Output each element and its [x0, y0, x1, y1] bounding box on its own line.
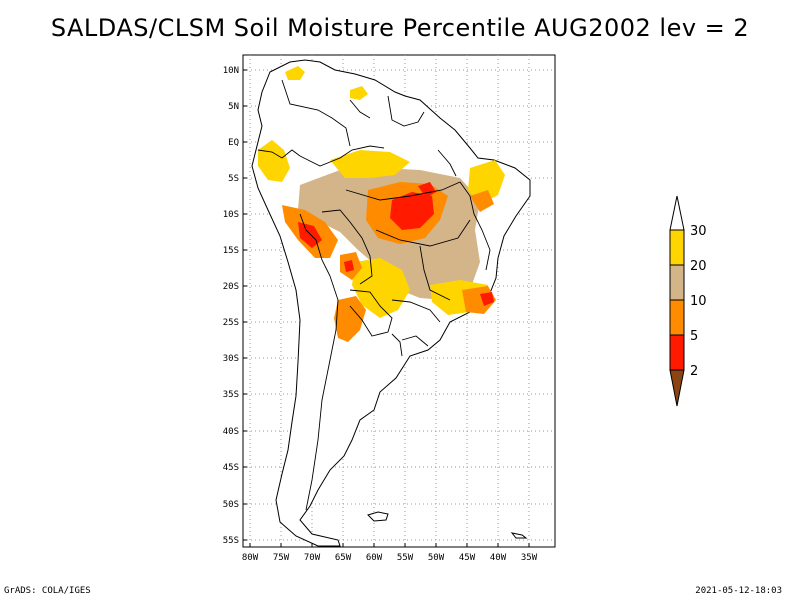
- lon-tick-label: 60W: [366, 553, 383, 563]
- latitude-labels: 10N 5N EQ 5S 10S 15S 20S 25S 30S 35S 40S 45S 50S 55S: [223, 66, 247, 546]
- lon-tick-label: 80W: [242, 553, 259, 563]
- shade-region-yellow-south: [352, 258, 410, 318]
- country-borders: [257, 79, 491, 511]
- lat-tick-label: 20S: [223, 282, 239, 292]
- border-brazil-states-1: [345, 181, 461, 201]
- border-paraguay: [349, 289, 393, 337]
- border-brazil-states-6: [437, 149, 457, 177]
- legend-swatch-10-20: [669, 264, 685, 301]
- border-brazil-states-3: [419, 245, 451, 301]
- lat-tick-label: 55S: [223, 536, 239, 546]
- colorbar-legend: 30 20 10 5 2: [669, 195, 707, 407]
- shade-region-orange-northeast: [470, 190, 494, 212]
- lat-tick-label: 50S: [223, 500, 239, 510]
- lat-tick-label: 5N: [228, 102, 239, 112]
- legend-swatch-2-5: [669, 334, 685, 371]
- lat-tick-label: 25S: [223, 318, 239, 328]
- shade-region-orange-chaco: [334, 296, 366, 342]
- longitude-labels: 80W 75W 70W 65W 60W 55W 50W 45W 40W 35W: [242, 543, 538, 563]
- border-chile-argentina: [305, 275, 339, 511]
- border-brazil-states-2: [375, 219, 471, 247]
- lon-tick-label: 40W: [490, 553, 507, 563]
- lon-tick-label: 55W: [397, 553, 414, 563]
- lat-tick-label: 10S: [223, 210, 239, 220]
- shade-region-yellow-guiana: [350, 86, 368, 100]
- lon-tick-label: 75W: [273, 553, 290, 563]
- shade-region-yellow-north: [330, 150, 410, 178]
- legend-label-30: 30: [690, 224, 707, 239]
- tierra-del-fuego-island: [510, 532, 528, 539]
- border-bolivia-brazil: [321, 209, 373, 285]
- lat-tick-label: 40S: [223, 427, 239, 437]
- legend-label-5: 5: [690, 329, 698, 344]
- credit-timestamp: 2021-05-12-18:03: [695, 586, 782, 596]
- border-brazil-west: [299, 145, 385, 167]
- falkland-islands: [367, 511, 389, 522]
- map-title: SALDAS/CLSM Soil Moisture Percentile AUG…: [50, 14, 750, 42]
- lat-tick-label: 35S: [223, 390, 239, 400]
- border-ecuador-peru: [257, 149, 301, 159]
- shade-region-red-small-1: [418, 182, 436, 198]
- legend-label-20: 20: [690, 259, 707, 274]
- legend-swatch-20-30: [669, 229, 685, 266]
- lon-tick-label: 50W: [428, 553, 445, 563]
- legend-swatch-5-10: [669, 299, 685, 336]
- lat-tick-label: 10N: [223, 66, 239, 76]
- border-guianas: [387, 95, 425, 127]
- lat-tick-label: 5S: [228, 174, 239, 184]
- border-peru-bolivia: [299, 213, 331, 277]
- legend-label-2: 2: [690, 364, 698, 379]
- lat-tick-label: 45S: [223, 463, 239, 473]
- border-argentina-uruguay: [391, 333, 403, 357]
- lon-tick-label: 45W: [459, 553, 476, 563]
- border-uruguay-brazil: [401, 335, 429, 347]
- border-colombia-venezuela: [281, 79, 351, 147]
- legend-label-10: 10: [690, 294, 707, 309]
- lat-tick-label: 30S: [223, 354, 239, 364]
- shade-region-yellow-west: [258, 140, 290, 182]
- lon-tick-label: 65W: [335, 553, 352, 563]
- shade-region-yellow-north-coast: [285, 66, 305, 80]
- border-brazil-states-5: [391, 299, 441, 323]
- credit-grads: GrADS: COLA/IGES: [4, 586, 91, 596]
- shade-region-red-small-2: [344, 260, 354, 272]
- legend-swatch-above-30: [669, 195, 685, 231]
- border-venezuela-guyana: [349, 99, 371, 119]
- legend-swatch-below-2: [669, 369, 685, 407]
- lat-tick-label: 15S: [223, 246, 239, 256]
- lon-tick-label: 35W: [521, 553, 538, 563]
- shade-region-red-central: [390, 192, 434, 230]
- lon-tick-label: 70W: [304, 553, 321, 563]
- lat-tick-label: EQ: [228, 138, 239, 148]
- shade-region-red-southeast: [480, 292, 494, 306]
- percentile-shading: [258, 66, 505, 342]
- border-brazil-states-4: [459, 181, 491, 271]
